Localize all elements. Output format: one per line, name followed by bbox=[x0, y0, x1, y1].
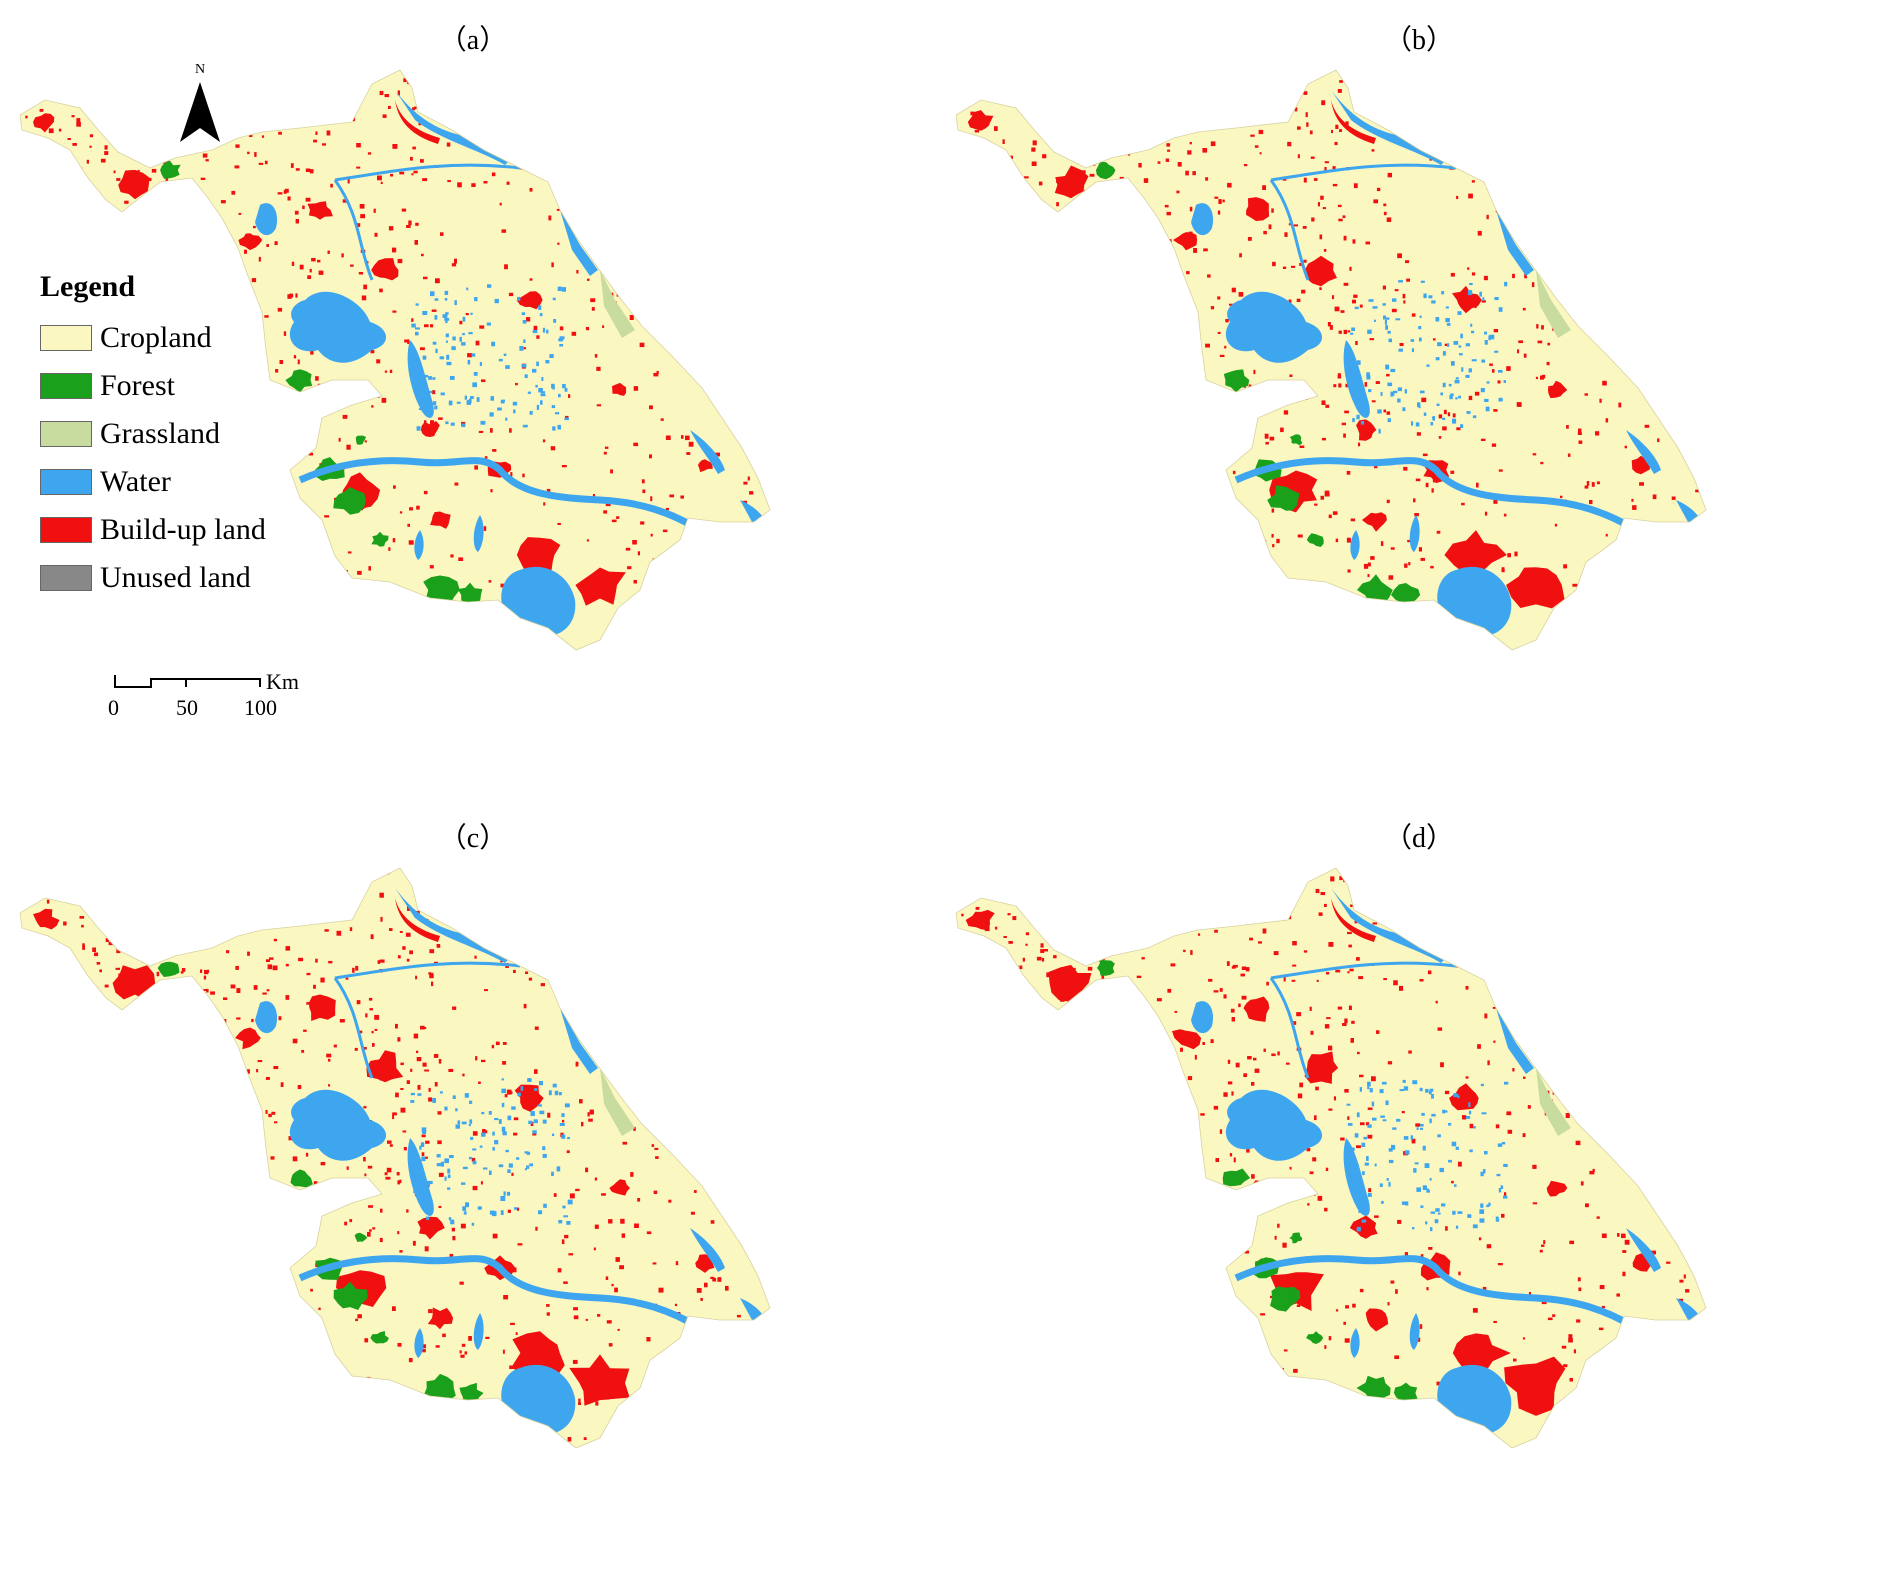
map-layers bbox=[955, 69, 1707, 651]
yangtze-river bbox=[298, 457, 702, 534]
yangtze-river bbox=[298, 1255, 702, 1332]
scale-tick-100: 100 bbox=[244, 695, 277, 720]
legend-swatch bbox=[40, 325, 92, 351]
legend-item-cropland: Cropland bbox=[40, 314, 266, 362]
land-use-map-d bbox=[955, 867, 1707, 1449]
land-use-map-a bbox=[19, 69, 771, 651]
legend-label: Unused land bbox=[100, 561, 251, 594]
panel-label-b: （b） bbox=[1383, 25, 1454, 56]
lake-hongze bbox=[1225, 291, 1323, 363]
north-arrow: N bbox=[178, 62, 222, 146]
scale-bar: 0 50 100 Km bbox=[108, 665, 338, 725]
scale-unit: Km bbox=[266, 669, 299, 694]
north-letter: N bbox=[194, 62, 206, 77]
scale-bar-line bbox=[114, 675, 261, 688]
map-panel-d: （d） bbox=[946, 798, 1892, 1595]
legend-swatch bbox=[40, 373, 92, 399]
province-cropland bbox=[20, 70, 770, 650]
north-arrow-icon bbox=[180, 82, 220, 142]
lake-hongze bbox=[1225, 1089, 1323, 1161]
panel-label-d: （d） bbox=[1383, 823, 1454, 854]
panel-label-c: （c） bbox=[438, 823, 508, 854]
map-panel-c: （c） bbox=[0, 798, 946, 1595]
legend-item-water: Water bbox=[40, 458, 266, 506]
legend-label: Water bbox=[100, 465, 171, 498]
legend: Legend Cropland Forest Grassland Water B… bbox=[40, 270, 266, 602]
yangtze-river bbox=[1234, 1255, 1638, 1332]
legend-swatch bbox=[40, 421, 92, 447]
yangtze-river bbox=[1234, 457, 1638, 534]
legend-label: Forest bbox=[100, 369, 175, 402]
province-cropland bbox=[20, 868, 770, 1448]
province-cropland bbox=[956, 868, 1706, 1448]
map-layers bbox=[19, 867, 771, 1449]
scale-tick-0: 0 bbox=[108, 695, 119, 720]
legend-item-grassland: Grassland bbox=[40, 410, 266, 458]
map-layers bbox=[19, 69, 771, 651]
legend-label: Build-up land bbox=[100, 513, 266, 546]
land-use-map-c bbox=[19, 867, 771, 1449]
lake-hongze bbox=[289, 291, 387, 363]
legend-label: Grassland bbox=[100, 417, 220, 450]
legend-swatch bbox=[40, 517, 92, 543]
map-panel-a: （a） N Legend Cropland Forest Grassland W… bbox=[0, 0, 946, 797]
legend-item-build-up-land: Build-up land bbox=[40, 506, 266, 554]
legend-item-unused-land: Unused land bbox=[40, 554, 266, 602]
map-layers bbox=[955, 867, 1707, 1449]
legend-item-forest: Forest bbox=[40, 362, 266, 410]
scale-tick-50: 50 bbox=[176, 695, 198, 720]
legend-title: Legend bbox=[40, 270, 136, 303]
legend-swatch bbox=[40, 565, 92, 591]
lake-hongze bbox=[289, 1089, 387, 1161]
province-cropland bbox=[956, 70, 1706, 650]
land-use-map-b bbox=[955, 69, 1707, 651]
map-panel-b: （b） bbox=[946, 0, 1892, 797]
legend-swatch bbox=[40, 469, 92, 495]
legend-label: Cropland bbox=[100, 321, 212, 354]
panel-label-a: （a） bbox=[438, 25, 508, 56]
